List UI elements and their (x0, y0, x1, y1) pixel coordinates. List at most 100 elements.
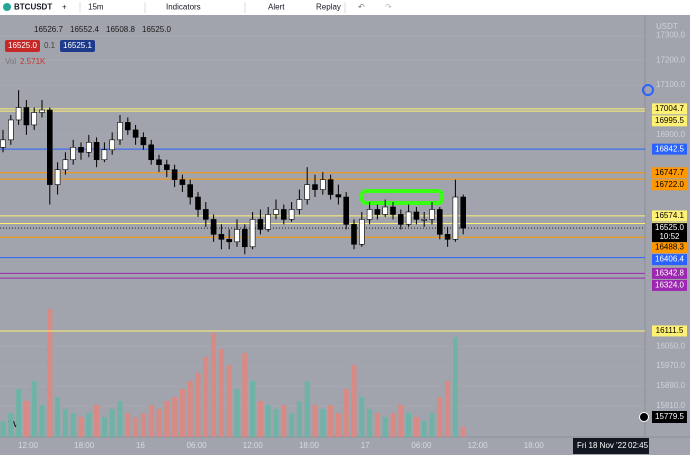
time-label: 06:00 (187, 441, 208, 450)
volume-value: 2.571K (20, 57, 46, 66)
candle-body (296, 199, 303, 210)
ohlc-value: 16508.8 (106, 25, 135, 34)
candle-body (374, 209, 381, 215)
volume-bar (250, 381, 256, 437)
candle-body (0, 139, 6, 148)
logo: TV (8, 420, 19, 429)
volume-bar (374, 413, 380, 437)
price-label-box (652, 103, 687, 115)
volume-bar (406, 413, 412, 437)
candle-body (8, 119, 14, 141)
sell-price: 16525.0 (8, 41, 37, 50)
toolbar-separators (79, 2, 346, 13)
volume-bar (257, 401, 263, 437)
volume-bar (343, 389, 349, 437)
candle-body (179, 179, 186, 185)
add-symbol[interactable]: + (62, 3, 67, 12)
volume-bar (218, 349, 224, 437)
candle-body (15, 107, 22, 121)
volume-bar (140, 413, 146, 437)
candle-body (156, 159, 162, 166)
candle-body (117, 122, 123, 141)
volume-bar (437, 397, 443, 437)
candle-body (39, 109, 45, 113)
candle-body (242, 229, 248, 248)
add-button (639, 412, 649, 422)
volume-bar (148, 405, 154, 437)
time-label: 12:00 (18, 441, 39, 450)
candle-body (366, 209, 373, 220)
sell-box (5, 40, 40, 52)
volume-bar (55, 397, 61, 437)
candle-body (429, 209, 435, 220)
volume-bar (8, 413, 14, 437)
price-label: 16111.5 (656, 326, 684, 335)
candle-body (210, 219, 217, 235)
scroll-button[interactable] (642, 84, 654, 96)
time-label: 18:00 (299, 441, 320, 450)
candle-body (436, 209, 443, 235)
redo[interactable]: ↷ (385, 3, 392, 12)
candle-body (226, 239, 232, 243)
price-label: 17004.7 (655, 104, 684, 113)
spread: 0.1 (44, 41, 56, 50)
volume-bar (320, 409, 326, 437)
volume-bar (429, 413, 435, 437)
volume-bar (265, 405, 271, 437)
countdown: 10:52 (659, 232, 680, 241)
volume-bar (359, 397, 365, 437)
ohlc-value: 16526.7 (34, 25, 63, 34)
cursor-time: 02:45 (628, 441, 649, 450)
time-label: 16 (136, 441, 145, 450)
candle-body (46, 109, 53, 185)
volume-bar (390, 413, 396, 437)
volume-bar (0, 421, 6, 437)
candle-body (280, 209, 287, 220)
price-label: 16574.1 (655, 211, 684, 220)
last-price-label: 16525.0 (655, 223, 684, 232)
price-label: 16747.7 (655, 168, 684, 177)
candle-body (358, 219, 365, 245)
candle-body (62, 159, 69, 170)
interval[interactable]: 15m (88, 3, 104, 12)
buy-box (60, 40, 95, 52)
candle-body (288, 209, 295, 220)
alert[interactable]: Alert (268, 3, 285, 12)
replay[interactable]: Replay (316, 3, 341, 12)
highlight-annotation (360, 189, 444, 205)
price-label-box (652, 143, 687, 155)
crosshair-price: 15779.5 (655, 412, 684, 421)
volume-bar (452, 337, 458, 437)
candle-body (257, 219, 264, 230)
candle-body (327, 179, 334, 195)
price-tick-label: 17100.0 (656, 80, 685, 89)
currency: USDT (656, 22, 678, 31)
candle-body (218, 234, 225, 240)
volume-bar (296, 401, 302, 437)
volume-bar (133, 417, 139, 437)
price-label: 16406.4 (655, 255, 684, 264)
volume-bar (70, 413, 76, 437)
price-label: 16995.5 (655, 116, 684, 125)
volume-bar (117, 401, 123, 437)
volume-bar (328, 405, 334, 437)
candle-body (382, 206, 389, 215)
candle-body (132, 129, 139, 138)
volume-bar (335, 413, 341, 437)
price-label-box (652, 167, 687, 179)
price-label: 16488.3 (655, 243, 684, 252)
price-tick-label: 17300.0 (656, 31, 685, 40)
candle-body (54, 169, 61, 185)
time-label: 12:00 (468, 441, 489, 450)
candle-body (452, 196, 459, 240)
volume-bar (398, 405, 404, 437)
volume-bar (367, 409, 373, 437)
indicators[interactable]: Indicators (166, 3, 201, 12)
price-label: 16842.5 (655, 144, 684, 153)
symbol[interactable]: BTCUSDT (14, 3, 52, 12)
volume-bar (86, 413, 92, 437)
volume-bar (47, 309, 53, 437)
undo[interactable]: ↶ (358, 3, 365, 12)
volume-bar (187, 381, 193, 437)
